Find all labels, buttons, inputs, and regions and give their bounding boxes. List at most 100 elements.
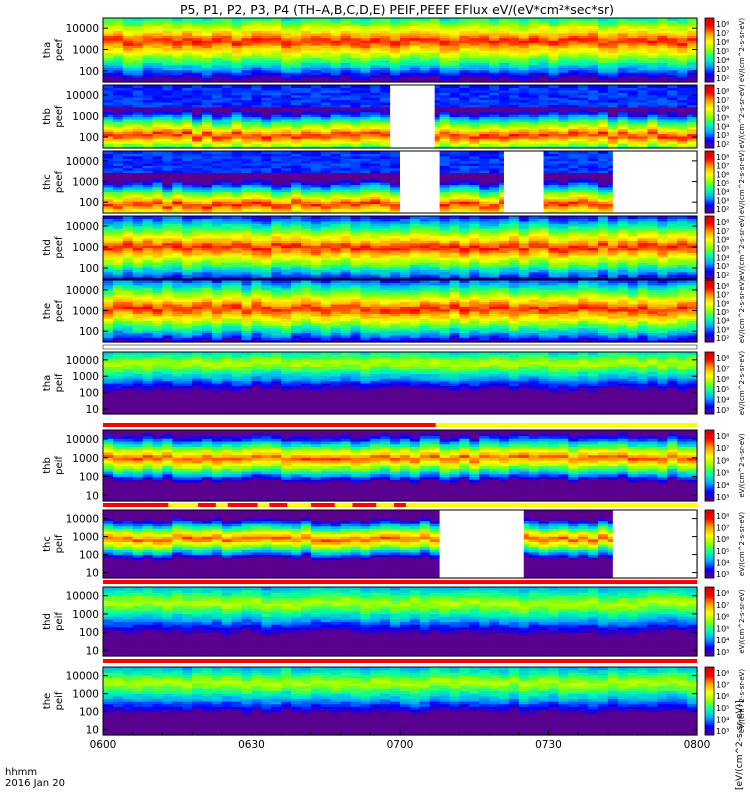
spectrogram-cell	[350, 18, 361, 22]
spectrogram-cell	[192, 85, 203, 89]
colorbar-tick-label: 10⁶	[716, 38, 729, 47]
spectrogram-cell	[558, 74, 569, 78]
spectrogram-cell	[261, 116, 272, 120]
spectrogram-cell	[409, 50, 421, 54]
spectrogram-cell	[508, 40, 520, 44]
colorbar-step	[705, 70, 714, 73]
spectrogram-cell	[281, 101, 292, 105]
spectrogram-cell	[558, 79, 569, 83]
spectrogram-cell	[469, 111, 480, 115]
spectrogram-cell	[261, 22, 272, 26]
spectrogram-cell	[380, 32, 391, 36]
spectrogram-cell	[647, 79, 658, 83]
spectrogram-cell	[330, 111, 342, 115]
spectrogram-cell	[291, 35, 302, 39]
spectrogram-cell	[281, 138, 292, 142]
spectrogram-cell	[617, 50, 629, 54]
spectrogram-cell	[370, 52, 381, 56]
spectrogram-cell	[370, 106, 381, 110]
spectrogram-cell	[310, 30, 322, 34]
spectrogram-cell	[261, 67, 272, 71]
spectrogram-cell	[340, 30, 352, 34]
spectrogram-cell	[588, 131, 599, 135]
spectrogram-cell	[301, 64, 312, 68]
spectrogram-cell	[172, 106, 183, 110]
spectrogram-cell	[637, 106, 649, 110]
spectrogram-cell	[301, 133, 312, 137]
spectrogram-cell	[439, 140, 451, 144]
spectrogram-cell	[578, 135, 589, 139]
spectrogram-cell	[350, 72, 361, 76]
spectrogram-cell	[241, 128, 253, 132]
spectrogram-cell	[330, 87, 342, 91]
spectrogram-cell	[360, 57, 371, 61]
spectrogram-cell	[607, 77, 619, 81]
spectrogram-cell	[617, 20, 629, 24]
spectrogram-cell	[152, 74, 163, 78]
spectrogram-cell	[607, 128, 619, 132]
spectrogram-cell	[182, 30, 193, 34]
spectrogram-cell	[449, 42, 460, 46]
spectrogram-cell	[142, 85, 154, 89]
spectrogram-cell	[588, 69, 599, 73]
spectrogram-cell	[271, 54, 282, 58]
spectrogram-cell	[221, 62, 233, 66]
spectrogram-cell	[211, 30, 223, 34]
spectrogram-cell	[261, 64, 272, 68]
spectrogram-cell	[301, 94, 312, 98]
spectrogram-cell	[390, 79, 401, 83]
colorbar-tick-label: 10⁴	[716, 122, 729, 131]
spectrogram-cell	[469, 30, 480, 34]
spectrogram-cell	[251, 101, 262, 105]
spectrogram-cell	[221, 85, 233, 89]
y-tick-label: 100	[79, 66, 99, 78]
spectrogram-cell	[499, 126, 510, 130]
spectrogram-cell	[598, 140, 609, 144]
spectrogram-cell	[370, 32, 381, 36]
spectrogram-cell	[459, 42, 470, 46]
spectrogram-cell	[103, 174, 114, 178]
spectrogram-cell	[637, 59, 649, 63]
spectrogram-cell	[291, 128, 302, 132]
spectrogram-cell	[320, 52, 332, 56]
spectrogram-cell	[162, 123, 173, 127]
spectrogram-cell	[301, 32, 312, 36]
spectrogram-cell	[241, 30, 253, 34]
spectrogram-cell	[360, 94, 371, 98]
spectrogram-cell	[449, 22, 460, 26]
spectrogram-cell	[647, 67, 658, 71]
spectrogram-cell	[479, 92, 490, 96]
spectrogram-cell	[380, 145, 391, 149]
spectrogram-cell	[647, 50, 658, 54]
spectrogram-cell	[202, 138, 213, 142]
spectrogram-cell	[667, 57, 678, 61]
spectrogram-cell	[162, 118, 173, 122]
spectrogram-cell	[598, 67, 609, 71]
spectrogram-cell	[558, 67, 569, 71]
spectrogram-cell	[103, 182, 114, 185]
spectrogram-cell	[667, 140, 678, 144]
spectrogram-cell	[251, 114, 262, 118]
spectrogram-cell	[647, 18, 658, 22]
spectrogram-cell	[202, 87, 213, 91]
spectrogram-cell	[192, 114, 203, 118]
spectrogram-cell	[231, 42, 243, 46]
spectrogram-cell	[588, 114, 599, 118]
spectrogram-cell	[687, 74, 698, 78]
spectrogram-cell	[320, 50, 332, 54]
spectrogram-cell	[142, 35, 154, 39]
spectrogram-cell	[499, 32, 510, 36]
spectrogram-cell	[400, 27, 411, 31]
spectrogram-cell	[370, 22, 381, 26]
spectrogram-cell	[667, 85, 678, 89]
spectrogram-cell	[182, 111, 193, 115]
spectrogram-cell	[439, 27, 451, 31]
spectrogram-cell	[231, 135, 243, 139]
spectrogram-cell	[400, 79, 411, 83]
colorbar-unit: eV/(cm^2-s-sr-eV)	[738, 84, 746, 149]
spectrogram-cell	[548, 123, 559, 127]
spectrogram-cell	[538, 89, 550, 93]
spectrogram-cell	[677, 138, 688, 142]
spectrogram-cell	[538, 52, 550, 56]
